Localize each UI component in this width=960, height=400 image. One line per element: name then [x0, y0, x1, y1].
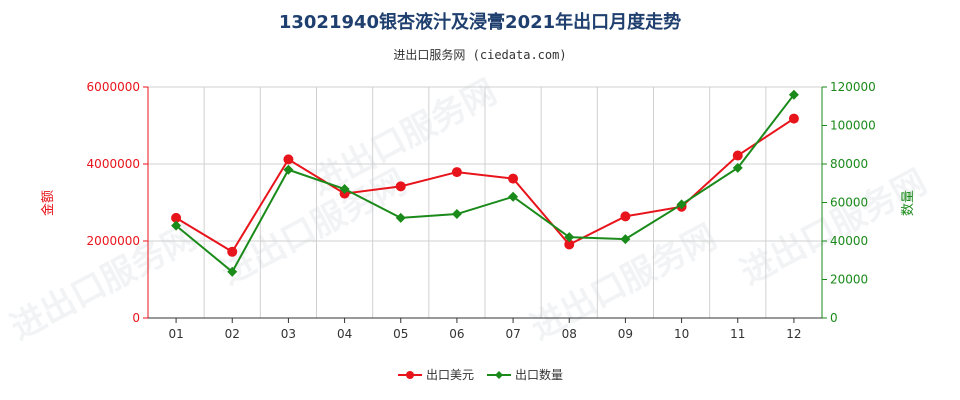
x-tick-label: 02	[225, 327, 240, 341]
data-point-export-usd	[620, 211, 631, 222]
x-tick-label: 07	[505, 327, 520, 341]
x-tick-label: 08	[562, 327, 577, 341]
left-tick-label: 6000000	[87, 80, 140, 94]
data-point-export-quantity	[508, 191, 519, 202]
x-axis-ticks: 01 02 03 04 05 06 07 08 09 10 11 12	[168, 318, 802, 341]
right-axis-label: 数量	[901, 190, 916, 216]
right-tick-label: 80000	[830, 157, 868, 171]
data-point-export-usd	[227, 246, 238, 257]
x-tick-label: 04	[337, 327, 352, 341]
data-point-export-usd	[451, 167, 462, 178]
legend-label: 出口数量	[515, 367, 563, 382]
right-tick-label: 120000	[830, 80, 876, 94]
chart-title: 13021940银杏液汁及浸膏2021年出口月度走势	[278, 12, 682, 33]
data-point-export-usd	[508, 173, 519, 184]
x-tick-label: 03	[281, 327, 296, 341]
data-point-export-quantity	[788, 89, 799, 100]
right-axis-ticks: 0 20000 40000 60000 80000 100000 120000	[822, 80, 876, 325]
left-tick-label: 0	[132, 311, 140, 325]
data-point-export-quantity	[171, 220, 182, 231]
left-axis-ticks: 0 2000000 4000000 6000000	[87, 80, 148, 325]
x-tick-label: 12	[786, 327, 801, 341]
data-point-export-usd	[395, 181, 406, 192]
left-axis-label: 金额	[40, 190, 56, 216]
data-point-export-quantity	[283, 164, 294, 175]
x-tick-label: 11	[730, 327, 745, 341]
data-point-export-usd	[283, 154, 294, 165]
data-point-export-usd	[788, 113, 799, 124]
right-tick-label: 0	[830, 311, 838, 325]
data-point-export-usd	[732, 150, 743, 161]
x-tick-label: 05	[393, 327, 408, 341]
data-point-export-usd	[564, 239, 575, 250]
chart-subtitle: 进出口服务网 (ciedata.com)	[393, 48, 567, 62]
right-tick-label: 100000	[830, 119, 876, 133]
data-point-export-quantity	[676, 199, 687, 210]
data-point-export-quantity	[227, 266, 238, 277]
legend: 出口美元 出口数量	[398, 367, 563, 382]
x-tick-label: 06	[449, 327, 464, 341]
legend-marker	[406, 371, 414, 379]
data-point-export-quantity	[339, 184, 350, 195]
left-tick-label: 2000000	[87, 234, 140, 248]
data-point-export-quantity	[620, 234, 631, 245]
data-point-export-quantity	[564, 232, 575, 243]
data-point-export-quantity	[451, 209, 462, 220]
series-line-export-quantity	[175, 94, 795, 274]
x-tick-label: 09	[618, 327, 633, 341]
left-tick-label: 4000000	[87, 157, 140, 171]
legend-label: 出口美元	[426, 368, 474, 382]
data-point-export-quantity	[732, 162, 743, 173]
right-tick-label: 60000	[830, 196, 868, 210]
grid-lines	[147, 86, 823, 319]
series-layer	[171, 89, 799, 277]
legend-marker	[495, 371, 503, 379]
x-tick-label: 01	[168, 327, 183, 341]
data-point-export-usd	[171, 212, 182, 223]
data-point-export-quantity	[395, 212, 406, 223]
right-tick-label: 20000	[830, 273, 868, 287]
x-tick-label: 10	[674, 327, 689, 341]
right-tick-label: 40000	[830, 234, 868, 248]
